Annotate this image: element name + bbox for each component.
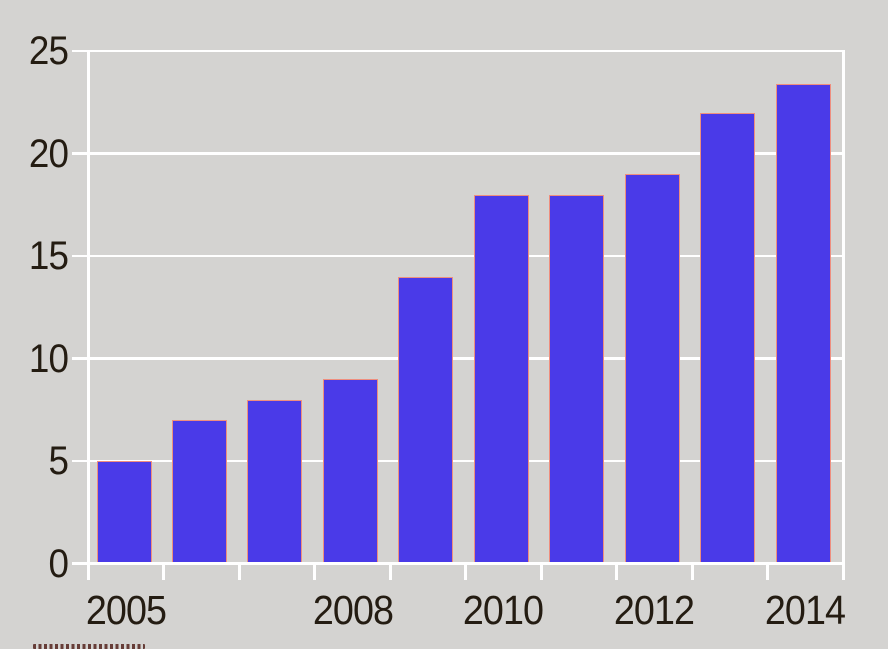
x-tick-label: 2008 [312,587,393,633]
y-tick-label: 25 [28,29,69,73]
x-tick-label: 2014 [765,587,846,633]
bar-2011 [549,194,605,563]
y-gridline [72,152,845,155]
y-tick-label: 0 [48,541,68,586]
x-tick [313,563,317,580]
x-tick [162,563,166,580]
x-tick [388,563,392,580]
plot-right-border [841,51,845,580]
y-tick-label: 20 [28,131,69,176]
y-gridline [72,357,845,360]
x-tick [766,563,770,580]
x-tick [615,563,619,580]
bar-2005 [96,461,152,563]
y-gridline [72,49,845,53]
y-tick-label: 15 [28,234,69,278]
x-tick [87,563,90,580]
x-tick-label: 2012 [614,587,695,633]
bar-2012 [624,174,680,563]
x-tick [464,563,468,580]
y-tick-label: 10 [28,336,69,381]
x-axis-line [72,562,845,565]
x-tick [237,563,241,580]
y-gridline [72,254,845,258]
y-axis-line [87,51,90,567]
bar-2010 [473,194,529,563]
cropped-caption-fragment [33,644,145,649]
bar-2008 [322,379,378,563]
x-tick [690,563,694,580]
x-tick [841,563,845,580]
bar-2014 [775,83,831,563]
x-tick-label: 2005 [86,587,167,633]
x-tick [539,563,543,580]
bar-2013 [700,112,756,563]
bar-2007 [247,399,303,563]
y-tick-label: 5 [48,439,68,483]
bar-2006 [171,420,227,563]
bar-2009 [398,276,454,563]
x-tick-label: 2010 [463,587,544,633]
y-gridline [72,459,845,463]
